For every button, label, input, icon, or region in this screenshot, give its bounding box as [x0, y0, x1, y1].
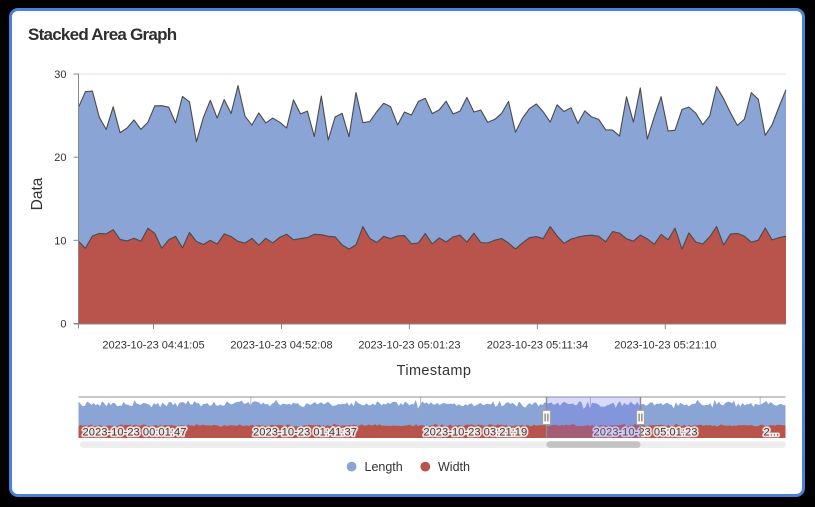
svg-text:2023-10-23 05:01:23: 2023-10-23 05:01:23 — [358, 340, 460, 352]
svg-text:2023-10-23 05:01:23: 2023-10-23 05:01:23 — [594, 427, 698, 439]
svg-text:Timestamp: Timestamp — [397, 363, 472, 379]
svg-text:2023-10-23 04:52:08: 2023-10-23 04:52:08 — [230, 340, 332, 352]
svg-text:2023-10-23 05:11:34: 2023-10-23 05:11:34 — [487, 340, 588, 352]
svg-text:2023-10-23 01:41:37: 2023-10-23 01:41:37 — [253, 427, 357, 439]
svg-text:Length: Length — [365, 460, 403, 474]
svg-text:2...: 2... — [764, 427, 780, 439]
svg-text:2023-10-23 00:01:47: 2023-10-23 00:01:47 — [83, 427, 187, 439]
svg-text:20: 20 — [54, 152, 66, 164]
svg-text:2023-10-23 05:21:10: 2023-10-23 05:21:10 — [614, 340, 716, 352]
svg-text:2023-10-23 03:21:19: 2023-10-23 03:21:19 — [423, 427, 527, 439]
svg-text:0: 0 — [60, 319, 66, 331]
svg-text:Width: Width — [438, 460, 470, 474]
svg-text:10: 10 — [54, 235, 66, 247]
svg-text:30: 30 — [54, 69, 66, 81]
svg-text:2023-10-23 04:41:05: 2023-10-23 04:41:05 — [102, 340, 204, 352]
svg-text:Data: Data — [29, 177, 46, 210]
